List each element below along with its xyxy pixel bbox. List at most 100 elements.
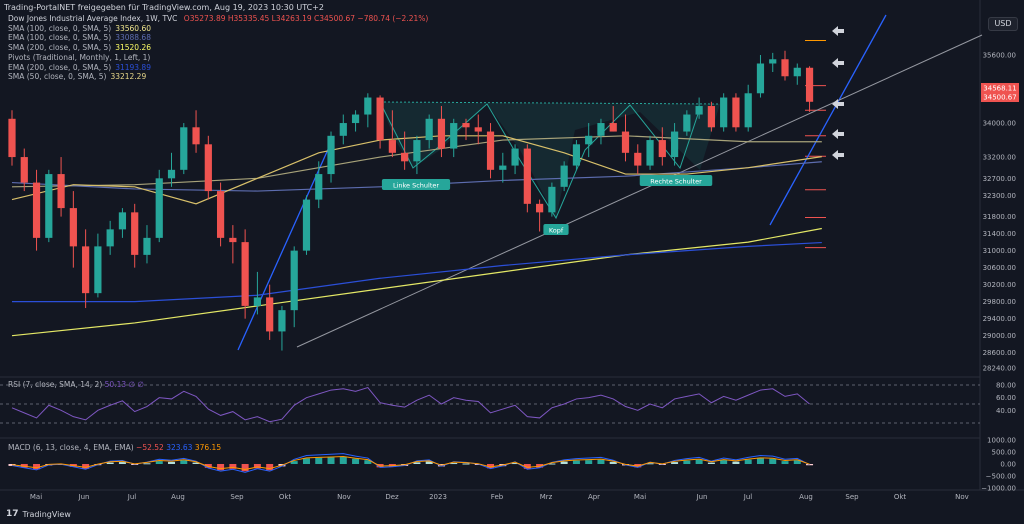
time-tick-label: Okt — [279, 493, 292, 501]
candle-body — [720, 97, 728, 128]
legend-row-sma200[interactable]: SMA (200, close, 0, SMA, 5) 31520.26 — [8, 43, 432, 53]
macd-histogram-bar — [82, 464, 90, 469]
candle-body — [781, 59, 789, 77]
ma-line-sma-50 — [11, 135, 822, 205]
candle-body — [364, 97, 372, 115]
rsi-value: 50.13 ∅ ∅ — [104, 380, 144, 389]
macd-histogram-bar — [671, 462, 679, 464]
macd-value-hist: −52.52 — [136, 443, 164, 452]
header-title: Trading-PortalNET freigegeben für Tradin… — [4, 3, 324, 12]
macd-histogram-bar — [339, 456, 347, 464]
macd-label: MACD (6, 13, close, 4, EMA, EMA) — [8, 443, 134, 452]
macd-tick-label: −1000.00 — [981, 485, 1016, 493]
price-tick-label: 33200.00 — [983, 154, 1016, 162]
macd-histogram-bar — [585, 460, 593, 464]
symbol-ohlc: O35273.89 H35335.45 L34263.19 C34500.67 … — [183, 14, 429, 23]
candle-body — [94, 246, 102, 294]
neckline — [379, 101, 721, 105]
macd-histogram-bar — [302, 458, 310, 464]
time-tick-label: 2023 — [429, 493, 447, 501]
macd-histogram-bar — [769, 458, 777, 464]
legend-value: 31520.26 — [115, 43, 152, 53]
symbol-row[interactable]: Dow Jones Industrial Average Index, 1W, … — [8, 14, 432, 24]
time-tick-label: Jul — [127, 493, 137, 501]
macd-histogram-bar — [118, 462, 126, 464]
candle-body — [413, 140, 421, 162]
candle-body — [523, 148, 531, 204]
candle-body — [45, 174, 53, 238]
macd-histogram-bar — [695, 459, 703, 464]
tradingview-logo[interactable]: 17 TradingView — [6, 509, 71, 519]
candle-body — [69, 208, 77, 247]
macd-tick-label: −500.00 — [986, 473, 1016, 481]
macd-histogram-bar — [352, 458, 360, 464]
pattern-outline — [379, 101, 701, 220]
candle-body — [585, 135, 593, 145]
legend-value: 31193.89 — [115, 62, 151, 72]
price-tick-label: 30200.00 — [983, 281, 1016, 289]
rsi-line — [11, 386, 810, 423]
price-tick-label: 28600.00 — [983, 349, 1016, 357]
price-label-box — [981, 92, 1019, 102]
candle-body — [560, 165, 568, 187]
arrow-icon — [832, 26, 844, 36]
macd-histogram-bar — [253, 464, 261, 469]
candle-body — [167, 169, 176, 179]
rsi-legend[interactable]: RSI (7, close, SMA, 14, 2) 50.13 ∅ ∅ — [8, 380, 144, 389]
legend-row-pivots[interactable]: Pivots (Traditional, Monthly, 1, Left, 1… — [8, 53, 432, 63]
legend-value: 33088.68 — [115, 33, 151, 43]
macd-histogram-bar — [33, 464, 41, 470]
time-tick-label: Jun — [696, 493, 708, 501]
candle-body — [621, 131, 630, 153]
candle-body — [82, 246, 90, 294]
candle-body — [229, 237, 237, 243]
macd-histogram-bar — [646, 463, 654, 465]
candle-body — [805, 67, 814, 102]
time-tick-label: Apr — [588, 493, 600, 501]
legend-row-sma100[interactable]: SMA (100, close, 0, SMA, 5) 33560.60 — [8, 24, 432, 34]
macd-histogram-bar — [192, 462, 200, 464]
arrow-icon — [832, 129, 844, 139]
candle-body — [646, 140, 654, 166]
time-tick-label: Feb — [491, 493, 504, 501]
macd-histogram-bar — [425, 461, 433, 464]
candle-body — [278, 310, 286, 332]
macd-histogram-bar — [450, 463, 458, 465]
indicator-legend: Dow Jones Industrial Average Index, 1W, … — [8, 14, 432, 82]
candle-body — [499, 165, 507, 170]
tv-logo-icon: 17 — [6, 509, 19, 519]
price-label-text: 34500.67 — [983, 94, 1016, 102]
legend-row-sma50[interactable]: SMA (50, close, 0, SMA, 5) 33212.29 — [8, 72, 432, 82]
legend-label: EMA (200, close, 0, SMA, 5) — [8, 62, 112, 72]
macd-histogram-bar — [781, 461, 789, 464]
candle-body — [192, 127, 200, 145]
time-tick-label: Dez — [385, 493, 399, 501]
macd-histogram-bar — [180, 460, 188, 464]
macd-histogram-bar — [609, 461, 617, 464]
currency-button[interactable]: USD — [988, 17, 1018, 31]
candle-body — [609, 123, 617, 132]
macd-histogram-bar — [217, 464, 225, 471]
candle-body — [315, 174, 323, 200]
candle-body — [376, 97, 384, 141]
trend-line-blue-left — [237, 144, 331, 351]
candle-body — [695, 106, 703, 115]
price-tick-label: 29400.00 — [983, 315, 1016, 323]
macd-tick-label: 500.00 — [992, 449, 1017, 457]
macd-histogram-bar — [204, 464, 212, 468]
price-tick-label: 30600.00 — [983, 264, 1016, 272]
macd-histogram-bar — [290, 461, 298, 464]
legend-label: SMA (200, close, 0, SMA, 5) — [8, 43, 112, 53]
candle-body — [327, 135, 335, 175]
candle-body — [241, 242, 249, 306]
time-tick-label: Nov — [955, 493, 969, 501]
price-tick-label: 31000.00 — [983, 247, 1016, 255]
candle-body — [180, 127, 188, 170]
macd-legend[interactable]: MACD (6, 13, close, 4, EMA, EMA) −52.52 … — [8, 443, 221, 452]
legend-row-ema100[interactable]: EMA (100, close, 0, SMA, 5) 33088.68 — [8, 33, 432, 43]
macd-value-signal: 376.15 — [194, 443, 222, 452]
candle-body — [744, 93, 752, 128]
candle-body — [450, 123, 458, 149]
macd-value-line: 323.63 — [166, 443, 193, 452]
legend-row-ema200[interactable]: EMA (200, close, 0, SMA, 5) 31193.89 — [8, 63, 432, 73]
